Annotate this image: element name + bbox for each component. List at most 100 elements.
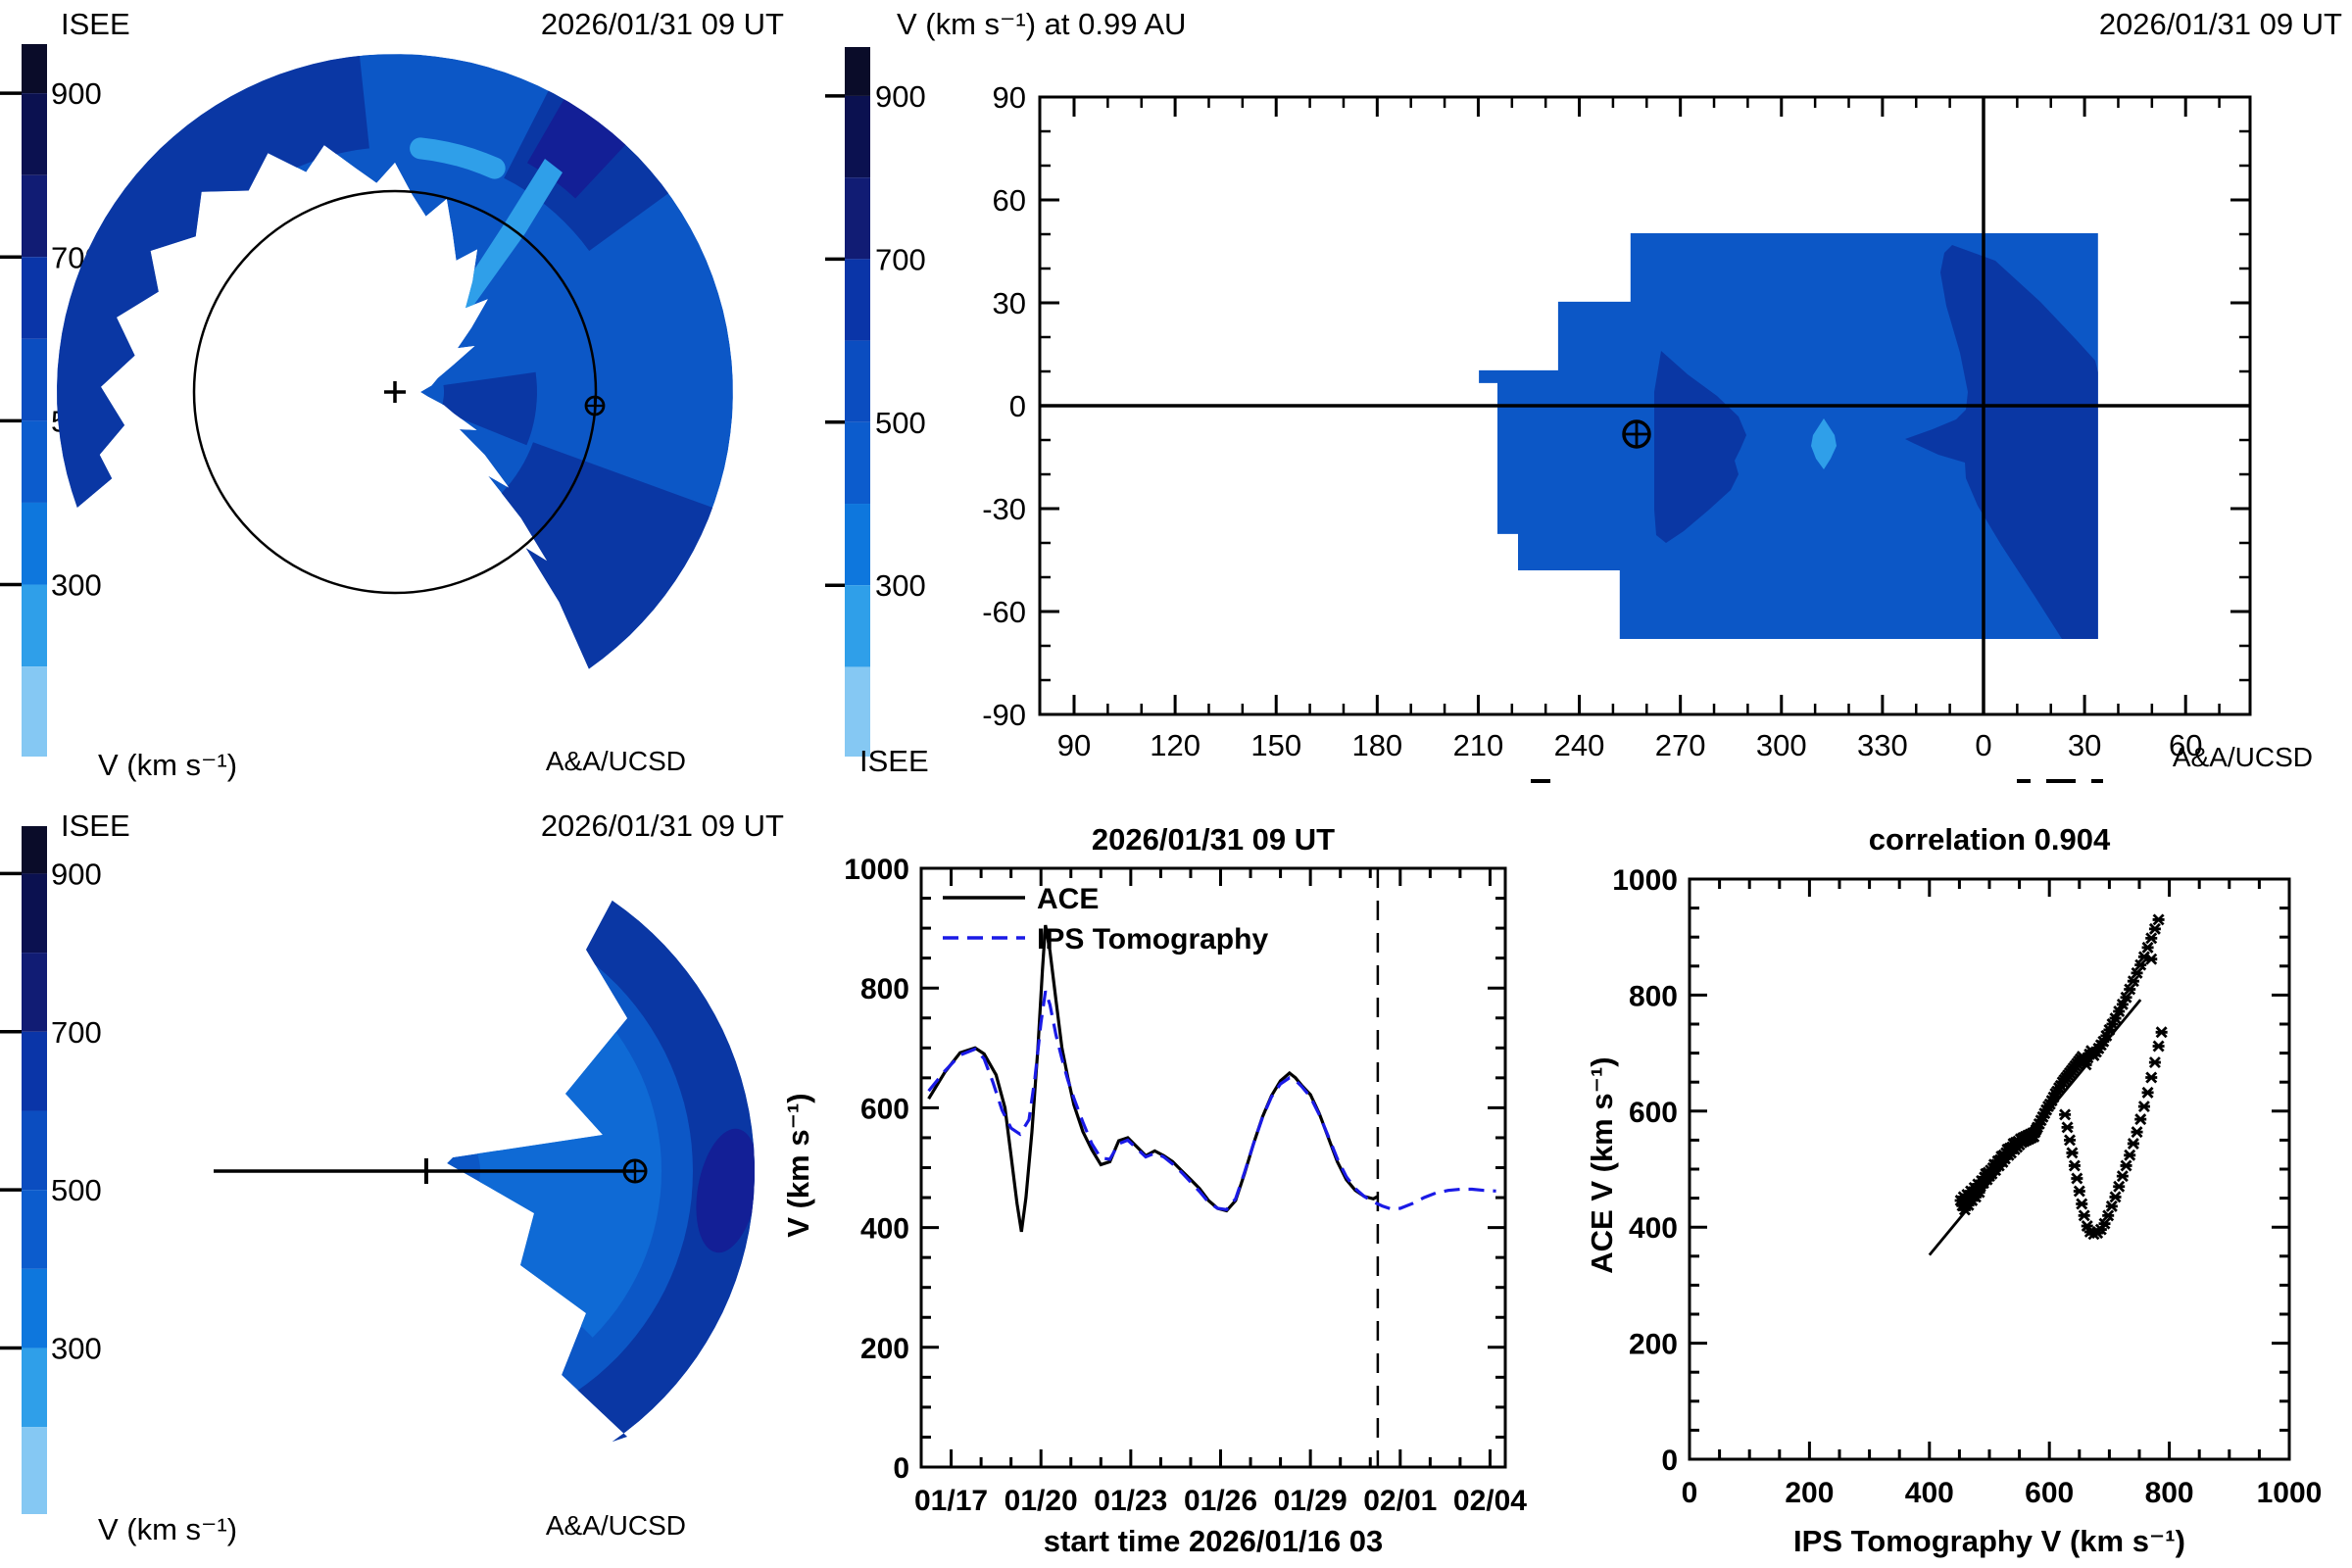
tick-label: 400 (1629, 1212, 1678, 1245)
tick-label: 30 (2068, 728, 2101, 762)
tick-label: 200 (860, 1333, 909, 1365)
br-x-axis-title: IPS Tomography V (km s⁻¹) (1793, 1524, 2185, 1558)
tick-label: 200 (1629, 1329, 1678, 1361)
tr-source-label: ISEE (859, 744, 929, 778)
tick-label: 300 (1756, 728, 1807, 762)
tick-label: 400 (860, 1213, 909, 1246)
colorbar-segment (22, 1190, 47, 1269)
tick-label: 300 (875, 568, 926, 603)
colorbar-segment (845, 95, 870, 178)
colorbar-segment (22, 1268, 47, 1348)
colorbar-segment (22, 420, 47, 503)
tick-label: -90 (982, 698, 1026, 732)
br-title: correlation 0.904 (1868, 822, 2111, 857)
bl-unit-label: V (km s⁻¹) (98, 1512, 238, 1546)
tick-label: 240 (1554, 728, 1605, 762)
tick-label: 02/01 (1363, 1485, 1437, 1517)
bm-x-axis-title: start time 2026/01/16 03 (1043, 1524, 1384, 1558)
tick-label: 01/17 (914, 1485, 988, 1517)
clipped-text-fragment (1531, 779, 1550, 783)
tr-title: V (km s⁻¹) at 0.99 AU (897, 7, 1187, 41)
plot-box (919, 866, 1507, 1469)
earth-orbit-circle (192, 189, 598, 595)
colorbar-segment (845, 259, 870, 341)
colorbar-segment (22, 1427, 47, 1514)
correlation-panel: 00 200 200 400 400 600 600 800 800 1000 1000 (1612, 864, 2322, 1509)
tick-label: 900 (875, 79, 926, 114)
tick-label: 180 (1351, 728, 1402, 762)
tick-label: 800 (1629, 980, 1678, 1012)
colorbar-segment (845, 421, 870, 505)
clipped-text-fragment (2091, 779, 2103, 783)
colorbar-segment (22, 174, 47, 258)
tick-label: 02/04 (1453, 1485, 1527, 1517)
tick-label: 01/26 (1184, 1485, 1257, 1517)
tick-label: 800 (860, 973, 909, 1005)
tick-label: 1000 (2257, 1477, 2323, 1509)
series-ips-tomography (927, 990, 1496, 1212)
colorbar-segment (22, 93, 47, 175)
colorbar-segment (845, 504, 870, 586)
tick-label: IPS Tomography (1037, 923, 1268, 956)
tick-label: 0 (1009, 389, 1026, 423)
tick-label: 90 (993, 80, 1026, 115)
tick-label: 600 (2025, 1477, 2074, 1509)
bm-title: 2026/01/31 09 UT (1091, 822, 1336, 857)
clipped-text-fragment (2046, 779, 2076, 783)
tick-label: 600 (1629, 1097, 1678, 1129)
tl-datetime: 2026/01/31 09 UT (540, 7, 784, 41)
clipped-text-fragment (2017, 779, 2031, 783)
tick-label: 01/20 (1004, 1485, 1078, 1517)
tick-label: 200 (1785, 1477, 1834, 1509)
meridional-fan-panel (214, 900, 755, 1443)
tick-label: 01/23 (1094, 1485, 1167, 1517)
colorbar-segment (845, 340, 870, 422)
speed-contour-region (1479, 233, 2098, 639)
br-y-axis-title: ACE V (km s⁻¹) (1584, 1056, 1619, 1274)
series-ace (927, 924, 1379, 1233)
tr-datetime: 2026/01/31 09 UT (2098, 7, 2342, 41)
colorbar-segment (22, 1110, 47, 1191)
tick-label: ACE (1037, 883, 1099, 915)
colorbar-segment (22, 666, 47, 757)
tick-label: 120 (1150, 728, 1200, 762)
bl-datetime: 2026/01/31 09 UT (540, 808, 784, 843)
tick-label: 210 (1453, 728, 1504, 762)
colorbar-segment (22, 953, 47, 1032)
colorbar-segment (845, 666, 870, 757)
tick-label: 270 (1655, 728, 1706, 762)
tick-label: 0 (893, 1452, 909, 1485)
tick-label: 700 (51, 1015, 102, 1050)
legend: ACE IPS Tomography (943, 883, 1268, 956)
colorbar-top_right: 900 700 500 300 (825, 47, 926, 757)
timeseries-panel: 0 200 400 600 800 1000 01/17 01/20 01/23 01/26 01/… (844, 854, 1527, 1517)
bl-source-label: ISEE (61, 808, 130, 843)
tick-label: -30 (982, 492, 1026, 526)
colorbar-segment (845, 177, 870, 260)
tick-label: 01/29 (1274, 1485, 1348, 1517)
bm-y-axis-title: V (km s⁻¹) (780, 1093, 815, 1238)
tl-source-label: ISEE (61, 7, 130, 41)
colorbar-segment (22, 826, 47, 874)
tick-label: 60 (993, 183, 1026, 218)
tick-label: 0 (1975, 728, 1991, 762)
colorbar-segment (22, 584, 47, 667)
colorbar-segment (22, 257, 47, 339)
colorbar-segment (22, 1031, 47, 1111)
colorbar-segment (22, 502, 47, 585)
tick-label: 0 (1661, 1445, 1678, 1477)
tick-label: 60 (2169, 728, 2202, 762)
plot-box (1688, 877, 2291, 1461)
tick-label: 300 (51, 568, 102, 603)
tick-label: 800 (2145, 1477, 2194, 1509)
colorbar-segment (845, 585, 870, 667)
colorbar-segment (22, 44, 47, 94)
ecliptic-map-panel (57, 54, 733, 669)
tl-unit-label: V (km s⁻¹) (98, 748, 238, 782)
tl-credit: A&A/UCSD (545, 746, 686, 776)
tick-label: 0 (1682, 1477, 1698, 1509)
tick-label: 300 (51, 1332, 102, 1366)
tick-label: 150 (1250, 728, 1301, 762)
tr-credit: A&A/UCSD (2172, 742, 2313, 772)
